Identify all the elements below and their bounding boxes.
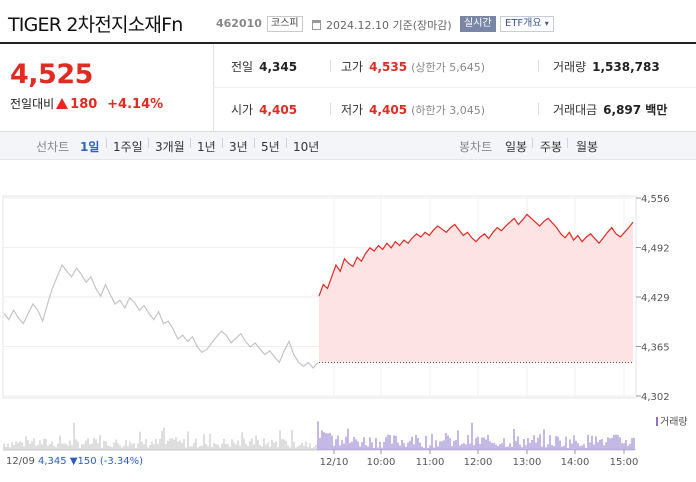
prev-close-stat: 전일 4,345 bbox=[231, 58, 297, 75]
change-label: 전일대비 bbox=[10, 97, 55, 111]
prev-day-change-pct: (-3.34%) bbox=[99, 456, 144, 467]
x-tick-label: 12:00 bbox=[464, 457, 493, 468]
y-tick-label: 4,556 bbox=[641, 194, 670, 205]
prev-day-info: 12/09 4,345 ▼150 (-3.34%) bbox=[6, 456, 143, 467]
up-arrow-icon bbox=[56, 98, 69, 109]
divider bbox=[254, 138, 255, 148]
change-amount: 180 bbox=[70, 97, 98, 112]
period-bar: 선차트 1일 1주일 3개월 1년 3년 5년 10년 봉차트 일봉 주봉 월봉 bbox=[0, 132, 696, 160]
candle-weekly[interactable]: 주봉 bbox=[540, 140, 563, 154]
realtime-button[interactable]: 실시간 bbox=[460, 16, 496, 32]
divider bbox=[213, 87, 696, 88]
volume-value: 1,538,783 bbox=[592, 60, 660, 74]
today-area bbox=[319, 214, 633, 363]
y-tick-label: 4,429 bbox=[641, 293, 670, 304]
prev-day-date: 12/09 bbox=[6, 456, 35, 467]
divider bbox=[286, 138, 287, 148]
divider bbox=[106, 138, 107, 148]
x-tick-label: 12/10 bbox=[320, 457, 349, 468]
divider bbox=[538, 60, 539, 72]
divider bbox=[148, 138, 149, 148]
volume-stat: 거래량 1,538,783 bbox=[553, 58, 660, 75]
stock-code: 462010 bbox=[216, 17, 262, 30]
candle-monthly[interactable]: 월봉 bbox=[576, 140, 599, 154]
down-arrow-icon: ▼ bbox=[69, 456, 78, 467]
lower-limit: (하한가 3,045) bbox=[411, 104, 485, 117]
date-text: 2024.12.10 기준(장마감) bbox=[326, 19, 452, 32]
prev-day-change: 150 bbox=[77, 456, 97, 467]
chart-canvas: 4,556 4,492 4,429 4,365 4,302 12/10 10:00 11:00… bbox=[2, 194, 670, 468]
open-value: 4,405 bbox=[259, 103, 298, 117]
line-chart-label: 선차트 bbox=[36, 140, 70, 154]
period-1w[interactable]: 1주일 bbox=[113, 140, 143, 154]
candle-daily[interactable]: 일봉 bbox=[505, 140, 528, 154]
etf-overview-label: ETF개요 bbox=[505, 18, 542, 29]
low-value: 4,405 bbox=[369, 103, 408, 117]
x-tick-label: 15:00 bbox=[610, 457, 639, 468]
period-1d[interactable]: 1일 bbox=[80, 140, 100, 154]
divider bbox=[567, 138, 568, 148]
high-stat: 고가 4,535 (상한가 5,645) bbox=[341, 58, 485, 75]
period-3m[interactable]: 3개월 bbox=[155, 140, 185, 154]
prev-day-close: 4,345 bbox=[38, 456, 67, 467]
divider bbox=[538, 103, 539, 115]
x-tick-label: 11:00 bbox=[416, 457, 445, 468]
volume-legend-label: 거래량 bbox=[660, 417, 688, 428]
current-price: 4,525 bbox=[10, 59, 93, 90]
change-row: 전일대비 180 +4.14% bbox=[10, 95, 163, 112]
prev-close-label: 전일 bbox=[231, 60, 254, 74]
x-tick-label: 13:00 bbox=[513, 457, 542, 468]
x-tick-label: 14:00 bbox=[561, 457, 590, 468]
x-tick-label: 10:00 bbox=[367, 457, 396, 468]
chevron-down-icon: ▾ bbox=[544, 19, 549, 28]
candle-chart-label: 봉차트 bbox=[459, 140, 493, 154]
y-tick-label: 4,365 bbox=[641, 343, 670, 354]
volume-legend-swatch bbox=[656, 417, 658, 426]
calendar-icon bbox=[312, 20, 321, 30]
prev-close-value: 4,345 bbox=[259, 60, 298, 74]
price-chart[interactable]: 4,556 4,492 4,429 4,365 4,302 12/10 10:00 11:00… bbox=[0, 160, 696, 482]
etf-overview-button[interactable]: ETF개요 ▾ bbox=[500, 16, 554, 32]
today-series-line bbox=[318, 213, 634, 297]
market-badge: 코스피 bbox=[267, 16, 303, 32]
change-percent: +4.14% bbox=[107, 97, 164, 112]
low-stat: 저가 4,405 (하한가 3,045) bbox=[341, 101, 485, 118]
high-value: 4,535 bbox=[369, 60, 408, 74]
low-label: 저가 bbox=[341, 103, 364, 117]
divider bbox=[222, 138, 223, 148]
amount-label: 거래대금 bbox=[553, 103, 598, 117]
open-stat: 시가 4,405 bbox=[231, 101, 297, 118]
open-label: 시가 bbox=[231, 103, 254, 117]
date-info: 2024.12.10 기준(장마감) bbox=[312, 17, 452, 33]
period-10y[interactable]: 10년 bbox=[293, 140, 320, 154]
upper-limit: (상한가 5,645) bbox=[411, 61, 485, 74]
amount-stat: 거래대금 6,897 백만 bbox=[553, 101, 667, 118]
stock-header: TIGER 2차전지소재Fn 462010 코스피 2024.12.10 기준(… bbox=[0, 0, 696, 44]
divider bbox=[330, 60, 331, 72]
divider bbox=[190, 138, 191, 148]
amount-value: 6,897 백만 bbox=[603, 103, 668, 117]
price-summary: 4,525 전일대비 180 +4.14% 전일 4,345 고가 4,535 (상한가… bbox=[0, 44, 696, 132]
period-1y[interactable]: 1년 bbox=[197, 140, 216, 154]
volume-label: 거래량 bbox=[553, 60, 587, 74]
y-tick-label: 4,492 bbox=[641, 244, 670, 255]
prev-day-series-line bbox=[3, 263, 319, 369]
period-3y[interactable]: 3년 bbox=[229, 140, 248, 154]
divider bbox=[532, 138, 533, 148]
period-5y[interactable]: 5년 bbox=[261, 140, 280, 154]
volume-legend: 거래량 bbox=[656, 413, 688, 428]
high-label: 고가 bbox=[341, 60, 364, 74]
stock-title: TIGER 2차전지소재Fn bbox=[8, 14, 183, 36]
divider bbox=[330, 103, 331, 115]
y-tick-label: 4,302 bbox=[641, 392, 670, 403]
